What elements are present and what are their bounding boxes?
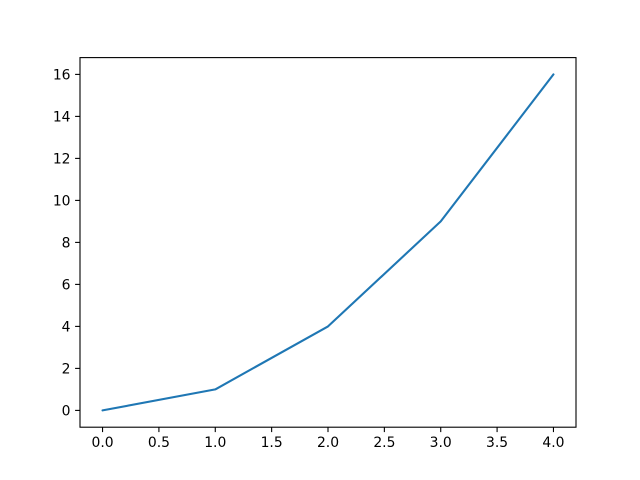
y-axis-tick-label: 2 bbox=[62, 362, 71, 378]
y-axis-tick-label: 12 bbox=[53, 152, 71, 168]
y-axis-tick-label: 16 bbox=[53, 68, 71, 84]
y-axis-tick-label: 6 bbox=[62, 278, 71, 294]
axes-spines bbox=[79, 57, 577, 428]
x-axis-tick-label: 1.5 bbox=[261, 435, 283, 451]
x-axis-tick-label: 1.0 bbox=[204, 435, 226, 451]
y-axis-tick-label: 14 bbox=[53, 110, 71, 126]
x-axis-tick-label: 0.0 bbox=[91, 435, 113, 451]
plot-area bbox=[80, 57, 576, 428]
y-axis-tick-label: 10 bbox=[53, 194, 71, 210]
x-axis-tick-label: 3.5 bbox=[486, 435, 508, 451]
x-axis-tick-label: 2.5 bbox=[373, 435, 395, 451]
x-axis-tick-label: 0.5 bbox=[148, 435, 170, 451]
y-axis-tick-label: 4 bbox=[62, 320, 71, 336]
y-axis-tick-label: 8 bbox=[62, 236, 71, 252]
x-axis-tick-label: 4.0 bbox=[542, 435, 564, 451]
x-axis-tick-label: 3.0 bbox=[430, 435, 452, 451]
x-axis-tick-label: 2.0 bbox=[317, 435, 339, 451]
y-axis-tick-label: 0 bbox=[62, 404, 71, 420]
data-line bbox=[101, 73, 555, 412]
